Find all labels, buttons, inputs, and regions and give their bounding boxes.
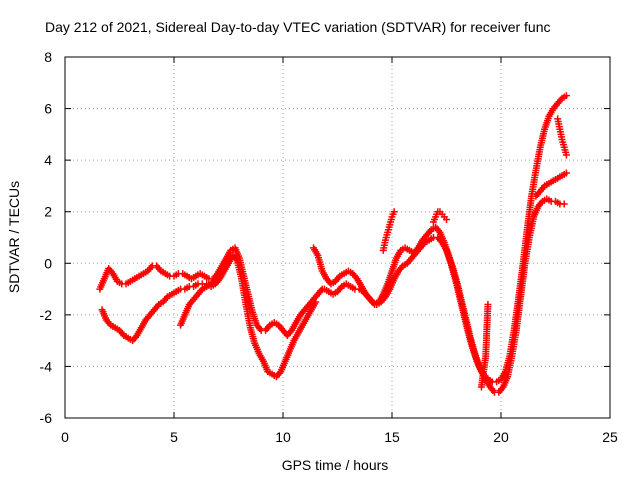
- y-tick-label: 0: [44, 255, 52, 271]
- y-tick-label: -4: [40, 358, 53, 374]
- series-track-g: [554, 115, 570, 159]
- data-point: [225, 259, 232, 267]
- data-points: [96, 92, 570, 396]
- x-tick-label: 0: [61, 429, 69, 445]
- data-point: [562, 151, 570, 159]
- data-point: [484, 301, 492, 309]
- data-point: [562, 169, 570, 177]
- y-tick-label: -2: [40, 307, 53, 323]
- y-axis-label: SDTVAR / TECUs: [6, 181, 22, 293]
- series-track-j: [477, 301, 492, 391]
- series-track-e: [320, 195, 568, 396]
- chart-title: Day 212 of 2021, Sidereal Day-to-day VTE…: [45, 19, 551, 35]
- series-track-b: [98, 252, 320, 381]
- series-track-i: [429, 208, 450, 226]
- y-tick-label: 2: [44, 204, 52, 220]
- y-tick-label: 6: [44, 101, 52, 117]
- grid: [65, 57, 610, 418]
- y-tick-label: 8: [44, 49, 52, 65]
- series-track-a: [96, 244, 326, 339]
- x-tick-label: 25: [602, 429, 618, 445]
- data-point: [312, 298, 320, 306]
- x-tick-label: 5: [170, 429, 178, 445]
- x-tick-label: 15: [384, 429, 400, 445]
- series-track-f: [532, 169, 570, 200]
- data-point: [560, 200, 568, 208]
- data-point: [562, 92, 570, 100]
- y-tick-label: -6: [40, 410, 53, 426]
- data-point: [443, 215, 450, 223]
- plot-frame: [64, 56, 611, 419]
- series-track-h: [379, 208, 398, 254]
- x-tick-label: 10: [275, 429, 291, 445]
- y-tick-label: 4: [44, 152, 52, 168]
- series-track-c: [177, 259, 232, 329]
- data-point: [390, 208, 398, 216]
- x-tick-label: 20: [493, 429, 509, 445]
- x-axis-label: GPS time / hours: [282, 457, 389, 473]
